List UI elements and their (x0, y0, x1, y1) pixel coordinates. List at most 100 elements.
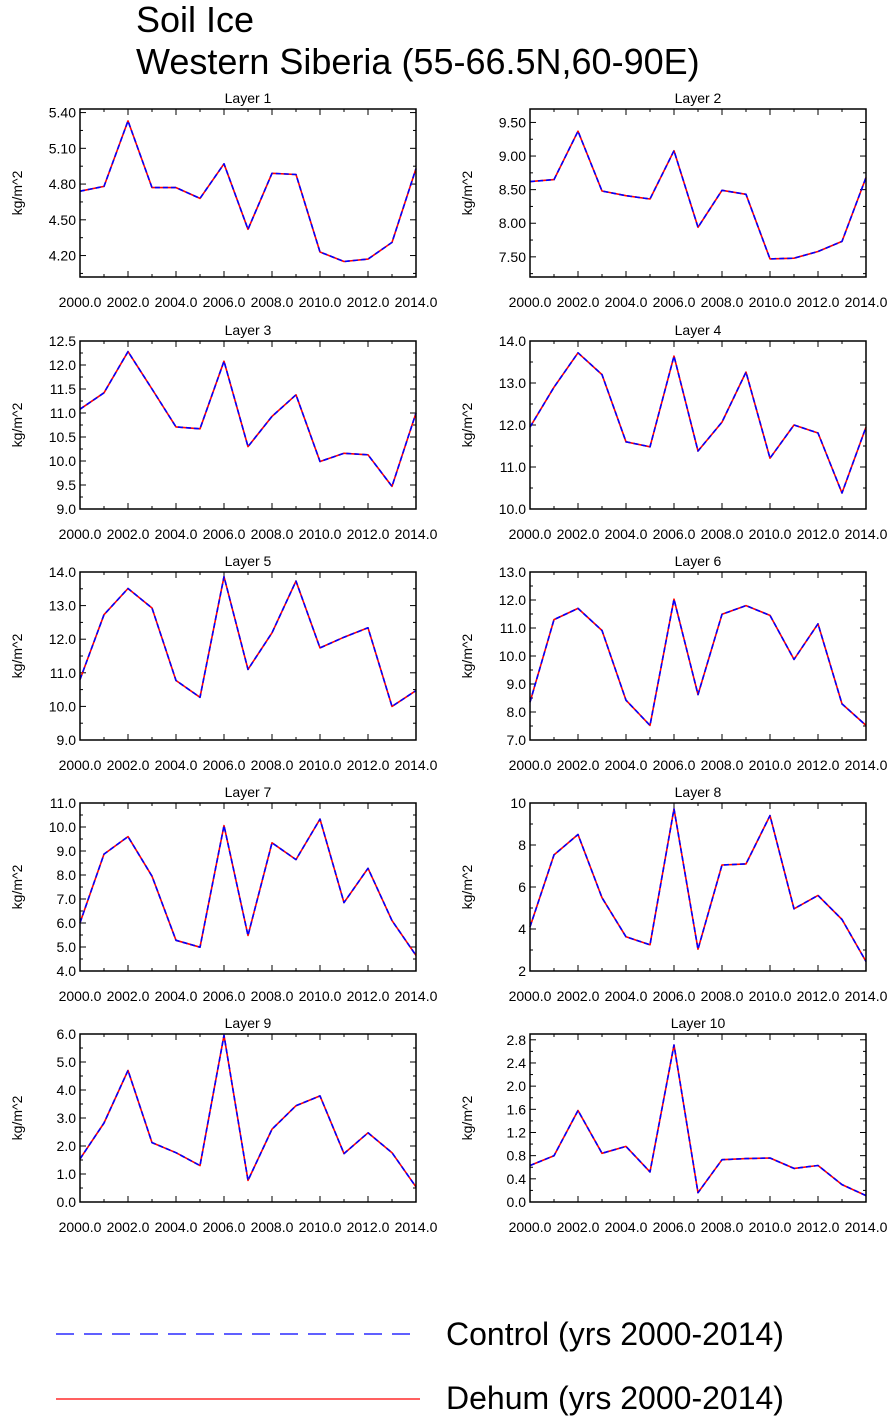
x-tick-label: 2002.0 (557, 294, 600, 310)
y-axis-label: kg/m^2 (9, 633, 25, 678)
x-tick-label: 2002.0 (557, 757, 600, 773)
x-tick-label: 2006.0 (203, 1219, 246, 1235)
panel-layer-2: Layer 2 kg/m^2 2000.0 2002.0 2004.0 2006.0 200… (459, 90, 888, 310)
y-tick-label: 11.0 (50, 405, 76, 421)
x-tick-label: 2006.0 (203, 757, 246, 773)
x-tick-label: 2010.0 (749, 988, 792, 1004)
x-tick-label: 2012.0 (797, 526, 840, 542)
y-tick-label: 5.0 (57, 1054, 77, 1070)
series-line-control (79, 120, 417, 263)
y-tick-label: 12.0 (49, 631, 76, 647)
legend-line-control (56, 1333, 420, 1335)
y-tick-label: 11.0 (50, 665, 76, 681)
series-line-dehum (79, 818, 417, 956)
y-tick-label: 9.0 (57, 843, 77, 859)
x-tick-label: 2014.0 (845, 1219, 888, 1235)
y-tick-label: 4.0 (57, 963, 77, 979)
panel-title: Layer 8 (675, 784, 722, 800)
x-tick-label: 2004.0 (155, 1219, 198, 1235)
x-tick-label: 2000.0 (509, 988, 552, 1004)
x-tick-label: 2004.0 (605, 294, 648, 310)
series-line-dehum (529, 598, 867, 727)
y-axis-label: kg/m^2 (459, 402, 475, 447)
x-tick-label: 2008.0 (701, 526, 744, 542)
panel-layer-3: Layer 3 kg/m^2 2000.0 2002.0 2004.0 2006.0 200… (9, 322, 438, 542)
y-tick-label: 13.0 (499, 564, 526, 580)
x-tick-label: 2000.0 (509, 757, 552, 773)
y-tick-label: 8.0 (57, 867, 77, 883)
x-tick-label: 2006.0 (653, 294, 696, 310)
y-tick-label: 12.0 (499, 417, 526, 433)
series-line-control (529, 598, 867, 727)
x-tick-label: 2008.0 (251, 526, 294, 542)
legend-label-control: Control (yrs 2000-2014) (446, 1316, 784, 1352)
x-tick-label: 2006.0 (653, 988, 696, 1004)
series-line-dehum (529, 1044, 867, 1197)
x-tick-label: 2008.0 (251, 988, 294, 1004)
x-tick-label: 2010.0 (749, 526, 792, 542)
y-axis-label: kg/m^2 (9, 402, 25, 447)
y-tick-label: 7.0 (57, 891, 77, 907)
x-tick-label: 2004.0 (155, 526, 198, 542)
y-tick-label: 8.0 (507, 704, 527, 720)
x-tick-label: 2002.0 (107, 1219, 150, 1235)
x-tick-label: 2004.0 (605, 1219, 648, 1235)
y-tick-label: 4.20 (49, 248, 76, 264)
x-tick-label: 2014.0 (395, 1219, 438, 1235)
x-tick-label: 2014.0 (395, 526, 438, 542)
x-tick-label: 2002.0 (557, 988, 600, 1004)
panel-title: Layer 1 (225, 90, 272, 106)
y-axis-label: kg/m^2 (9, 1095, 25, 1140)
x-tick-label: 2012.0 (797, 1219, 840, 1235)
x-tick-label: 2008.0 (251, 294, 294, 310)
x-tick-label: 2010.0 (299, 294, 342, 310)
y-tick-label: 2.8 (507, 1032, 527, 1048)
legend-label-dehum: Dehum (yrs 2000-2014) (446, 1380, 784, 1416)
series-line-control (529, 351, 867, 494)
y-tick-label: 10.0 (49, 698, 76, 714)
y-tick-label: 13.0 (49, 598, 76, 614)
y-tick-label: 4.80 (49, 176, 76, 192)
x-tick-label: 2010.0 (299, 988, 342, 1004)
y-tick-label: 8.00 (499, 215, 526, 231)
plot-frame (79, 802, 417, 972)
x-tick-label: 2014.0 (395, 988, 438, 1004)
y-tick-label: 10.5 (49, 429, 76, 445)
x-tick-label: 2000.0 (509, 526, 552, 542)
x-tick-label: 2002.0 (107, 526, 150, 542)
panel-layer-10: Layer 10 kg/m^2 2000.0 2002.0 2004.0 2006.0 20… (459, 1015, 888, 1235)
x-tick-label: 2008.0 (251, 757, 294, 773)
x-tick-label: 2004.0 (155, 294, 198, 310)
panel-layer-1: Layer 1 kg/m^2 2000.0 2002.0 2004.0 2006.0 200… (9, 90, 438, 310)
y-tick-label: 10.0 (49, 819, 76, 835)
x-tick-label: 2002.0 (557, 526, 600, 542)
x-tick-label: 2014.0 (395, 294, 438, 310)
x-tick-label: 2000.0 (509, 294, 552, 310)
x-tick-label: 2008.0 (701, 757, 744, 773)
y-tick-label: 1.6 (507, 1101, 527, 1117)
y-tick-label: 6 (518, 879, 526, 895)
series-line-dehum (529, 130, 867, 260)
y-tick-label: 9.00 (499, 148, 526, 164)
y-tick-label: 10 (510, 795, 526, 811)
plot-frame (529, 340, 867, 510)
x-tick-label: 2014.0 (845, 988, 888, 1004)
y-tick-label: 12.0 (49, 357, 76, 373)
legend-entry-control: Control (yrs 2000-2014) (0, 1310, 892, 1360)
y-tick-label: 9.50 (499, 114, 526, 130)
y-tick-label: 10.0 (499, 501, 526, 517)
y-tick-label: 4 (518, 921, 526, 937)
plot-frame (529, 571, 867, 741)
x-tick-label: 2002.0 (107, 988, 150, 1004)
x-tick-label: 2010.0 (749, 294, 792, 310)
x-tick-label: 2004.0 (605, 988, 648, 1004)
x-tick-label: 2006.0 (203, 294, 246, 310)
y-tick-label: 10.0 (49, 453, 76, 469)
legend-entry-dehum: Dehum (yrs 2000-2014) (0, 1372, 892, 1422)
x-tick-label: 2008.0 (701, 1219, 744, 1235)
series-line-control (529, 1044, 867, 1197)
x-tick-label: 2012.0 (347, 526, 390, 542)
y-axis-label: kg/m^2 (459, 633, 475, 678)
panel-title: Layer 10 (671, 1015, 726, 1031)
x-tick-label: 2006.0 (203, 526, 246, 542)
